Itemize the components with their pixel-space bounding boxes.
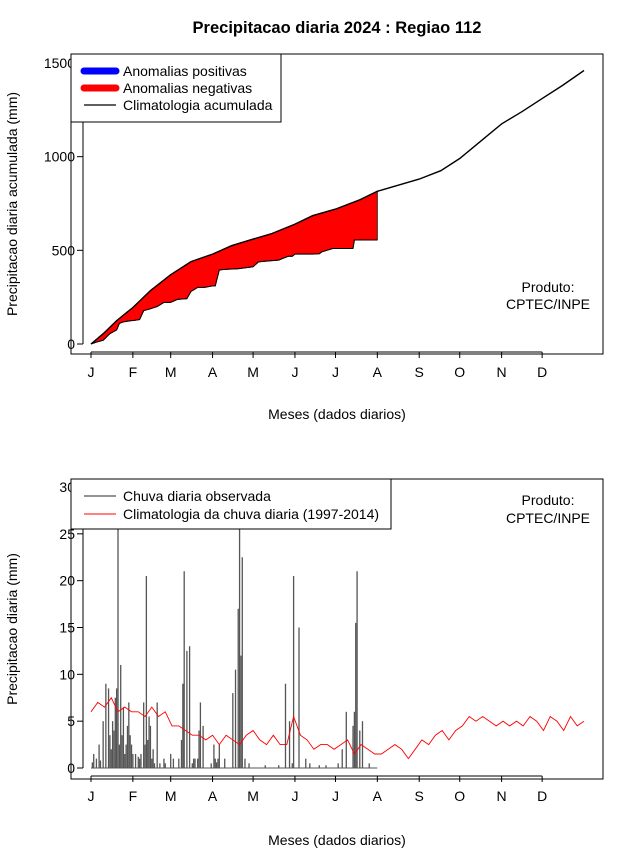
daily-x-tick-label: S	[415, 788, 424, 804]
cumulative-y-tick-label: 1500	[44, 55, 75, 71]
daily-legend: Chuva diaria observada Climatologia da c…	[70, 478, 392, 530]
daily-y-tick-label: 15	[59, 620, 75, 636]
daily-x-tick-label: J	[88, 788, 95, 804]
daily-y-tick-label: 20	[59, 573, 75, 589]
legend-label-positive: Anomalias positivas	[123, 63, 247, 79]
cumulative-x-tick-label: A	[208, 364, 218, 380]
cumulative-y-tick-label: 0	[67, 336, 75, 352]
credit-source-bottom: CPTEC/INPE	[506, 510, 590, 526]
cumulative-x-tick-label: M	[247, 364, 259, 380]
daily-x-label: Meses (dados diarios)	[268, 832, 406, 848]
daily-x-tick-label: N	[497, 788, 507, 804]
credit-label-top: Produto:	[522, 279, 575, 295]
cumulative-x-label: Meses (dados diarios)	[268, 406, 406, 422]
cumulative-x-tick-label: J	[332, 364, 339, 380]
daily-x-tick-label: A	[373, 788, 383, 804]
climatology-cumulative-line	[90, 69, 585, 345]
legend-label-observed: Chuva diaria observada	[123, 488, 271, 504]
daily-x-tick-label: J	[332, 788, 339, 804]
cumulative-x-tick-label: D	[537, 364, 547, 380]
cumulative-y-tick-label: 500	[52, 242, 76, 258]
daily-y-tick-label: 0	[67, 760, 75, 776]
climatology-daily-line	[90, 696, 585, 760]
daily-legend-box	[70, 478, 392, 530]
figure-title: Precipitacao diaria 2024 : Regiao 112	[193, 19, 482, 37]
cumulative-y-axis: 0 500 1000 1500	[44, 55, 84, 352]
cumulative-x-tick-label: O	[454, 364, 465, 380]
cumulative-x-tick-label: M	[165, 364, 177, 380]
daily-x-tick-label: F	[129, 788, 138, 804]
cumulative-plot-content	[90, 69, 585, 345]
legend-label-negative: Anomalias negativas	[123, 80, 252, 96]
cumulative-y-label: Precipitacao diaria acumulada (mm)	[4, 92, 20, 316]
cumulative-chart: 0 500 1000 1500 J F M A M J J A S O N D Meses (dados d…	[4, 53, 604, 422]
credit-source-top: CPTEC/INPE	[506, 296, 590, 312]
daily-plot-content	[90, 487, 585, 769]
daily-y-tick-label: 25	[59, 526, 75, 542]
cumulative-y-tick-label: 1000	[44, 149, 75, 165]
cumulative-plot-frame	[70, 53, 604, 355]
cumulative-x-tick-label: J	[291, 364, 298, 380]
cumulative-x-tick-label: A	[373, 364, 383, 380]
daily-y-tick-label: 10	[59, 666, 75, 682]
daily-x-tick-label: M	[247, 788, 259, 804]
daily-y-tick-label: 5	[67, 713, 75, 729]
cumulative-legend: Anomalias positivas Anomalias negativas …	[70, 53, 282, 123]
daily-y-label: Precipitacao diaria (mm)	[4, 553, 20, 705]
cumulative-x-tick-label: S	[415, 364, 424, 380]
cumulative-x-tick-label: F	[129, 364, 138, 380]
negative-anomaly-area	[90, 190, 378, 345]
cumulative-x-tick-label: N	[497, 364, 507, 380]
daily-x-tick-label: A	[208, 788, 218, 804]
observed-cumulative-line	[90, 239, 378, 345]
credit-label-bottom: Produto:	[522, 492, 575, 508]
daily-x-tick-label: O	[454, 788, 465, 804]
daily-x-tick-label: J	[291, 788, 298, 804]
daily-x-tick-label: M	[165, 788, 177, 804]
daily-x-tick-label: D	[537, 788, 547, 804]
legend-label-daily-climatology: Climatologia da chuva diaria (1997-2014)	[123, 506, 379, 522]
cumulative-x-tick-label: J	[88, 364, 95, 380]
legend-label-climatology: Climatologia acumulada	[123, 97, 273, 113]
